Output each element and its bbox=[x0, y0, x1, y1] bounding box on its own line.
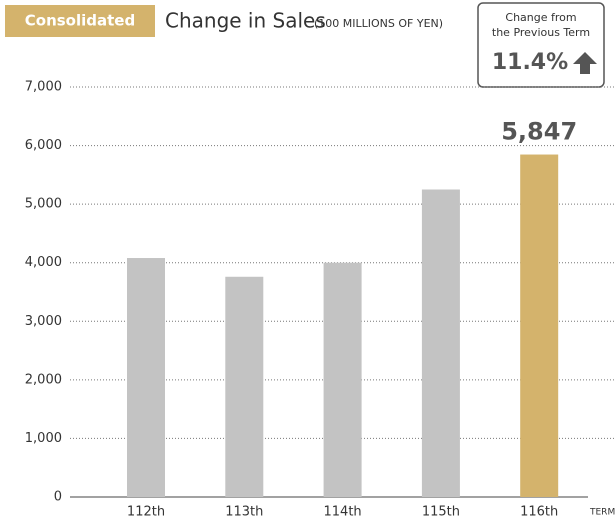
bar bbox=[421, 189, 460, 497]
y-tick-label: 0 bbox=[54, 490, 62, 505]
bar bbox=[323, 262, 362, 497]
badge: Consolidated bbox=[25, 12, 135, 30]
y-tick-label: 6,000 bbox=[25, 138, 62, 153]
x-tick-label: 114th bbox=[324, 505, 362, 520]
y-tick-label: 4,000 bbox=[25, 255, 62, 270]
x-tick-label: 116th bbox=[520, 505, 558, 520]
x-tick-label: 115th bbox=[422, 505, 460, 520]
bar bbox=[127, 258, 165, 497]
x-tick-label: 113th bbox=[225, 505, 263, 520]
y-tick-label: 1,000 bbox=[25, 431, 62, 446]
x-tick-label: 112th bbox=[127, 505, 165, 520]
callout-line: the Previous Term bbox=[492, 26, 590, 39]
bar bbox=[520, 154, 559, 498]
value-label: 5,847 bbox=[501, 118, 577, 146]
up-arrow bbox=[573, 52, 597, 74]
y-tick-label: 2,000 bbox=[25, 372, 62, 387]
y-tick-label: 7,000 bbox=[25, 80, 62, 95]
bar bbox=[225, 276, 264, 497]
subtitle: (100 MILLIONS OF YEN) bbox=[314, 17, 443, 30]
badge-bg bbox=[5, 5, 155, 37]
callout-value: 11.4% bbox=[492, 50, 568, 75]
y-tick-label: 3,000 bbox=[25, 314, 62, 329]
chart-title: Change in Sales bbox=[165, 9, 326, 33]
callout-line: Change from bbox=[505, 11, 576, 24]
y-tick-label: 5,000 bbox=[25, 197, 62, 212]
x-axis-label: TERM bbox=[589, 508, 615, 518]
